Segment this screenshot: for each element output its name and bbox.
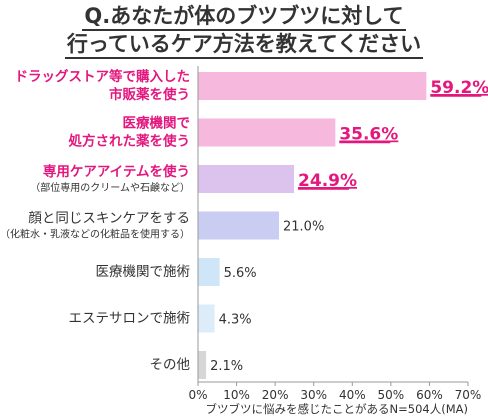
chart-title-line-1: Q.あなたが体のブツブツに対して <box>0 4 488 31</box>
x-tick-label-60: 60% <box>416 388 443 402</box>
x-tick-label-10: 10% <box>223 388 250 402</box>
x-tick-label-30: 30% <box>300 388 327 402</box>
x-tick-label-20: 20% <box>262 388 289 402</box>
bar-4 <box>198 211 279 240</box>
x-tick-label-50: 50% <box>378 388 405 402</box>
x-axis-title: ブツブツに悩みを感じたことがあるN=504人(MA) <box>206 402 468 416</box>
category-label-3-line-1: 専用ケアアイテムを使う <box>43 163 190 180</box>
category-sublabel-3: （部位専用のクリームや石鹸など） <box>30 181 190 194</box>
bar-5 <box>198 258 220 286</box>
category-label-7-line-1: その他 <box>150 357 191 373</box>
value-label-3: 24.9% <box>298 171 357 191</box>
category-label-4-line-1: 顔と同じスキンケアをする <box>28 211 190 227</box>
value-label-1: 59.2% <box>430 78 488 98</box>
bar-3 <box>198 165 295 193</box>
category-sublabel-4: （化粧水・乳液などの化粧品を使用する） <box>0 228 190 241</box>
value-label-5: 5.6% <box>224 266 257 281</box>
value-label-7: 2.1% <box>210 359 243 374</box>
value-label-4: 21.0% <box>283 220 324 235</box>
value-label-6: 4.3% <box>219 313 252 328</box>
category-label-6-line-1: エステサロンで施術 <box>69 311 191 327</box>
chart-title-line-2: 行っているケア方法を教えてください <box>0 32 488 59</box>
category-label-1-line-2: 市販薬を使う <box>109 86 190 103</box>
category-label-2-line-1: 医療機関で <box>123 115 191 132</box>
bar-2 <box>198 118 336 147</box>
category-label-1-line-1: ドラッグストア等で購入した <box>15 68 191 85</box>
bar-1 <box>198 72 427 100</box>
category-label-5-line-1: 医療機関で施術 <box>96 263 191 280</box>
bar-7 <box>198 351 207 379</box>
category-label-2-line-2: 処方された薬を使う <box>68 133 191 150</box>
x-tick-label-0: 0% <box>188 388 207 402</box>
bar-6 <box>198 304 215 333</box>
x-tick-label-70: 70% <box>455 388 482 402</box>
x-tick-label-40: 40% <box>339 388 366 402</box>
value-label-2: 35.6% <box>339 125 398 145</box>
